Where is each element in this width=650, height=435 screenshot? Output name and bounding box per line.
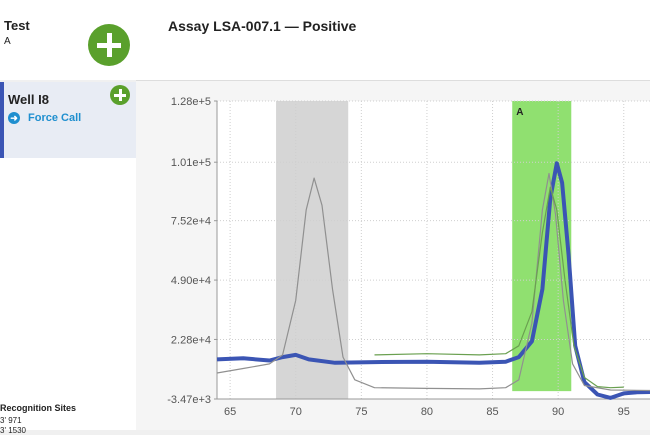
melt-curve-chart: A 1.28e+5 1.01e+5 7.52e+4 4.90e+4 2.28e+4 -3.4… <box>167 96 650 418</box>
x-tick-label: 80 <box>421 406 433 418</box>
region-label: A <box>516 107 523 118</box>
well-panel: Well I8 ➜ Force Call <box>0 82 136 158</box>
shaded-region <box>276 101 349 399</box>
y-tick-label: -3.47e+3 <box>167 394 211 406</box>
x-tick-label: 95 <box>618 406 630 418</box>
x-tick-label: 75 <box>355 406 367 418</box>
series-line <box>374 186 624 389</box>
shaded-region <box>512 101 572 392</box>
recognition-sites-title: Recognition Sites <box>0 403 77 413</box>
y-tick-label: 2.28e+4 <box>171 334 211 346</box>
series-line <box>216 161 650 400</box>
header <box>136 0 650 81</box>
add-test-button[interactable] <box>88 24 130 66</box>
add-well-button[interactable] <box>110 85 130 105</box>
y-tick-label: 1.01e+5 <box>171 157 211 169</box>
x-tick-label: 90 <box>552 406 564 418</box>
x-tick-label: 65 <box>224 406 236 418</box>
series-line <box>216 172 650 392</box>
test-subtitle: A <box>4 36 11 47</box>
force-call-link[interactable]: ➜ Force Call <box>8 112 81 124</box>
recognition-site-row: 3' 1530 <box>0 426 26 435</box>
test-title: Test <box>4 18 30 33</box>
test-panel: Test A <box>0 0 136 80</box>
recognition-site-row: 3' 971 <box>0 416 22 425</box>
chart-area: A 1.28e+5 1.01e+5 7.52e+4 4.90e+4 2.28e+4 -3.4… <box>136 81 650 430</box>
force-call-label: Force Call <box>28 112 82 124</box>
assay-title: Assay LSA-007.1 — Positive <box>168 18 357 34</box>
y-tick-label: 4.90e+4 <box>171 275 211 287</box>
y-tick-label: 1.28e+5 <box>171 96 211 108</box>
sidebar: Test A Well I8 ➜ Force Call Recognition … <box>0 0 137 435</box>
y-tick-label: 7.52e+4 <box>171 216 211 228</box>
sidebar-lower: Recognition Sites 3' 971 3' 1530 <box>0 158 137 435</box>
x-tick-label: 85 <box>486 406 498 418</box>
well-title: Well I8 <box>8 92 49 107</box>
x-tick-label: 70 <box>290 406 302 418</box>
arrow-right-icon: ➜ <box>8 112 20 124</box>
